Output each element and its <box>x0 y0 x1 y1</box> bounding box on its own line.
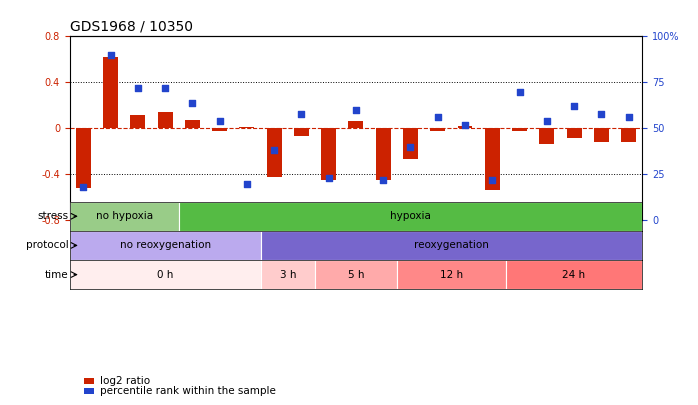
Point <box>214 118 225 124</box>
Bar <box>158 112 172 128</box>
Point <box>405 143 416 150</box>
Text: time: time <box>45 270 68 279</box>
Bar <box>348 122 364 128</box>
Text: 24 h: 24 h <box>563 270 586 279</box>
Bar <box>70 260 260 289</box>
Bar <box>484 128 500 190</box>
Point <box>187 99 198 106</box>
Bar <box>260 260 315 289</box>
Point <box>105 51 117 58</box>
Text: stress: stress <box>37 211 68 221</box>
Bar <box>70 202 179 231</box>
Text: 5 h: 5 h <box>348 270 364 279</box>
Point <box>541 118 552 124</box>
Bar <box>567 128 581 138</box>
Bar <box>512 128 527 131</box>
Bar <box>294 128 309 136</box>
Bar <box>103 57 118 128</box>
Bar <box>457 126 473 128</box>
Bar <box>267 128 282 177</box>
Point <box>514 88 525 95</box>
Text: 12 h: 12 h <box>440 270 463 279</box>
Bar <box>70 231 260 260</box>
Point <box>432 114 443 121</box>
Bar <box>594 128 609 142</box>
Bar <box>376 128 391 180</box>
Text: 3 h: 3 h <box>280 270 296 279</box>
Text: 0 h: 0 h <box>157 270 173 279</box>
Text: hypoxia: hypoxia <box>390 211 431 221</box>
Text: no hypoxia: no hypoxia <box>96 211 153 221</box>
Point <box>133 85 144 91</box>
Text: percentile rank within the sample: percentile rank within the sample <box>100 386 276 396</box>
Text: log2 ratio: log2 ratio <box>100 376 150 386</box>
Bar <box>239 127 255 128</box>
Point <box>78 184 89 190</box>
Point <box>459 122 470 128</box>
Bar <box>403 128 418 160</box>
Point <box>242 180 253 187</box>
Bar <box>76 128 91 188</box>
Point <box>296 111 307 117</box>
Point <box>323 175 334 181</box>
Bar <box>540 128 554 145</box>
Bar <box>506 260 642 289</box>
Point <box>350 107 362 113</box>
Bar <box>260 231 642 260</box>
Bar <box>621 128 636 142</box>
Bar <box>321 128 336 180</box>
Bar <box>212 128 227 131</box>
Text: reoxygenation: reoxygenation <box>414 241 489 250</box>
Point <box>595 111 607 117</box>
Text: no reoxygenation: no reoxygenation <box>119 241 211 250</box>
Text: protocol: protocol <box>26 241 68 250</box>
Point <box>487 177 498 183</box>
Point <box>568 103 579 110</box>
Point <box>623 114 634 121</box>
Point <box>160 85 171 91</box>
Bar <box>397 260 506 289</box>
Point <box>269 147 280 153</box>
Bar <box>185 120 200 128</box>
Bar <box>179 202 642 231</box>
Bar <box>430 128 445 131</box>
Point <box>378 177 389 183</box>
Text: GDS1968 / 10350: GDS1968 / 10350 <box>70 20 193 34</box>
Bar <box>131 115 145 128</box>
Bar <box>315 260 397 289</box>
